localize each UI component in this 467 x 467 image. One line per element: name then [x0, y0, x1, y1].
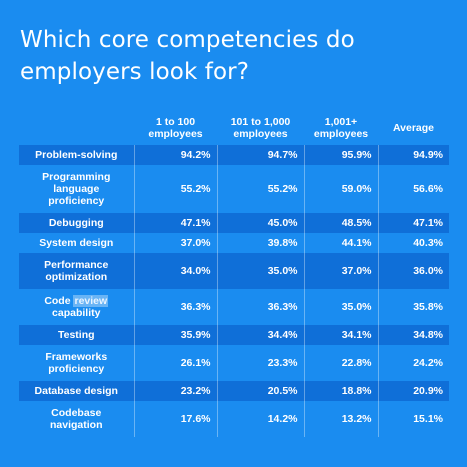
- header-1-to-100: 1 to 100 employees: [148, 116, 203, 140]
- table-cell: 22.8%: [303, 345, 378, 381]
- table-cell: 35.8%: [377, 289, 449, 325]
- table-cell: 40.3%: [377, 233, 449, 253]
- row-label: Programming language proficiency: [42, 171, 111, 207]
- table-row: Code review capability 36.3% 36.3% 35.0% …: [19, 289, 449, 325]
- table-cell: 14.2%: [216, 401, 304, 437]
- row-label: Codebase navigation: [49, 407, 103, 431]
- table-cell: 47.1%: [377, 213, 449, 233]
- header-101-to-1000: 101 to 1,000 employees: [230, 116, 291, 140]
- table-cell: 94.7%: [216, 145, 304, 165]
- table-cell: 59.0%: [303, 165, 378, 213]
- table-cell: 35.0%: [303, 289, 378, 325]
- highlighted-word: review: [73, 295, 109, 307]
- row-label: Database design: [19, 381, 134, 401]
- table-cell: 34.4%: [216, 325, 304, 345]
- table-cell: 94.2%: [133, 145, 217, 165]
- table-cell: 47.1%: [133, 213, 217, 233]
- header-blank: [19, 116, 134, 145]
- table-row: Programming language proficiency 55.2% 55.…: [19, 165, 449, 213]
- row-label: Testing: [19, 325, 134, 345]
- table-cell: 20.9%: [377, 381, 449, 401]
- table-cell: 36.3%: [133, 289, 217, 325]
- table-cell: 34.8%: [377, 325, 449, 345]
- table-cell: 26.1%: [133, 345, 217, 381]
- row-label: Debugging: [19, 213, 134, 233]
- header-1001-plus: 1,001+ employees: [313, 116, 369, 140]
- table-cell: 17.6%: [133, 401, 217, 437]
- table-cell: 94.9%: [377, 145, 449, 165]
- row-label: System design: [39, 237, 114, 249]
- table-cell: 37.0%: [133, 233, 217, 253]
- table-cell: 45.0%: [216, 213, 304, 233]
- table-row: Database design 23.2% 20.5% 18.8% 20.9%: [19, 381, 449, 401]
- table-cell: 18.8%: [303, 381, 378, 401]
- table-cell: 55.2%: [133, 165, 217, 213]
- table-row: Debugging 47.1% 45.0% 48.5% 47.1%: [19, 213, 449, 233]
- table-row: Codebase navigation 17.6% 14.2% 13.2% 15.…: [19, 401, 449, 437]
- table-row: Testing 35.9% 34.4% 34.1% 34.8%: [19, 325, 449, 345]
- table-cell: 13.2%: [303, 401, 378, 437]
- table-cell: 23.2%: [133, 381, 217, 401]
- chart-title: Which core competencies do employers loo…: [20, 27, 355, 85]
- table-row: Frameworks proficiency 26.1% 23.3% 22.8% …: [19, 345, 449, 381]
- row-label: Problem-solving: [19, 145, 134, 165]
- table-cell: 48.5%: [303, 213, 378, 233]
- table-cell: 37.0%: [303, 253, 378, 289]
- table-cell: 23.3%: [216, 345, 304, 381]
- table-cell: 36.0%: [377, 253, 449, 289]
- table-cell: 20.5%: [216, 381, 304, 401]
- table-cell: 34.0%: [133, 253, 217, 289]
- table-cell: 44.1%: [303, 233, 378, 253]
- table-cell: 55.2%: [216, 165, 304, 213]
- table-cell: 15.1%: [377, 401, 449, 437]
- table-cell: 39.8%: [216, 233, 304, 253]
- header-row: 1 to 100 employees 101 to 1,000 employees …: [19, 116, 449, 145]
- table-cell: 56.6%: [377, 165, 449, 213]
- table-cell: 24.2%: [377, 345, 449, 381]
- competency-table: 1 to 100 employees 101 to 1,000 employees …: [19, 116, 449, 437]
- table-row: Problem-solving 94.2% 94.7% 95.9% 94.9%: [19, 145, 449, 165]
- row-label: Performance optimization: [19, 253, 134, 289]
- table-cell: 95.9%: [303, 145, 378, 165]
- header-average: Average: [392, 122, 435, 134]
- table-cell: 35.0%: [216, 253, 304, 289]
- table-cell: 36.3%: [216, 289, 304, 325]
- row-label: Frameworks proficiency: [45, 351, 108, 375]
- table-row: Performance optimization 34.0% 35.0% 37.0…: [19, 253, 449, 289]
- table-row: System design 37.0% 39.8% 44.1% 40.3%: [19, 233, 449, 253]
- table-cell: 34.1%: [303, 325, 378, 345]
- table-cell: 35.9%: [133, 325, 217, 345]
- row-label: Code review capability: [44, 295, 109, 319]
